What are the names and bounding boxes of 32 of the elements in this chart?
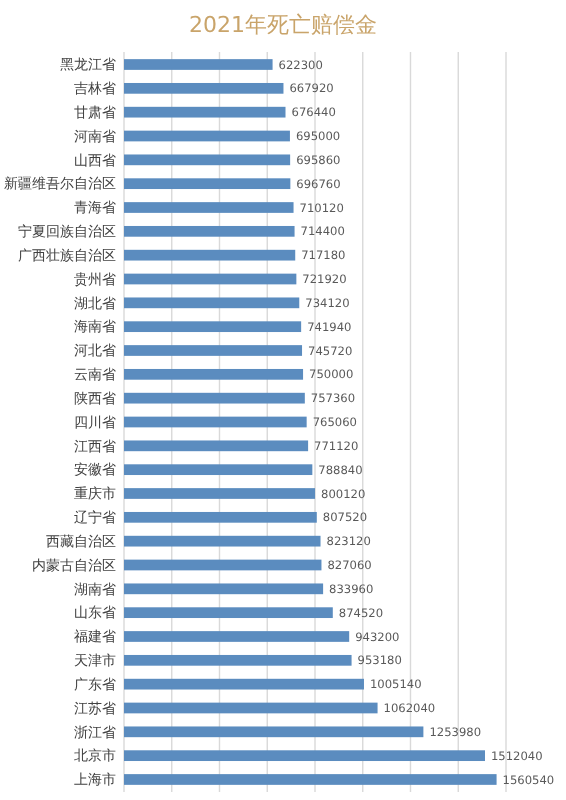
bar: [124, 392, 305, 404]
chart-title: 2021年死亡赔偿金: [189, 12, 377, 38]
bar: [124, 654, 352, 666]
bar: [124, 130, 290, 142]
bar: [124, 249, 296, 261]
bar: [124, 678, 364, 690]
bar: [124, 488, 316, 499]
bar: [124, 416, 307, 428]
bar: [124, 82, 284, 94]
bar: [124, 440, 309, 452]
bar: [124, 368, 304, 380]
bar: [124, 297, 300, 309]
bar: [124, 225, 295, 237]
bar: [124, 702, 378, 714]
bar: [124, 464, 313, 476]
bar: [124, 774, 497, 785]
bar: [124, 154, 291, 166]
bar: [124, 607, 333, 619]
bar: [124, 559, 322, 571]
bar: [124, 273, 297, 285]
bar: [124, 59, 273, 70]
bar: [124, 345, 303, 356]
bar: [124, 106, 286, 118]
bar: [124, 631, 350, 642]
bar: [124, 583, 324, 595]
bar: [124, 750, 485, 762]
bar: [124, 321, 302, 333]
bar: [124, 726, 424, 738]
bar: [124, 535, 321, 547]
bar: [124, 202, 294, 213]
bar: [124, 178, 291, 190]
bar: [124, 511, 317, 523]
